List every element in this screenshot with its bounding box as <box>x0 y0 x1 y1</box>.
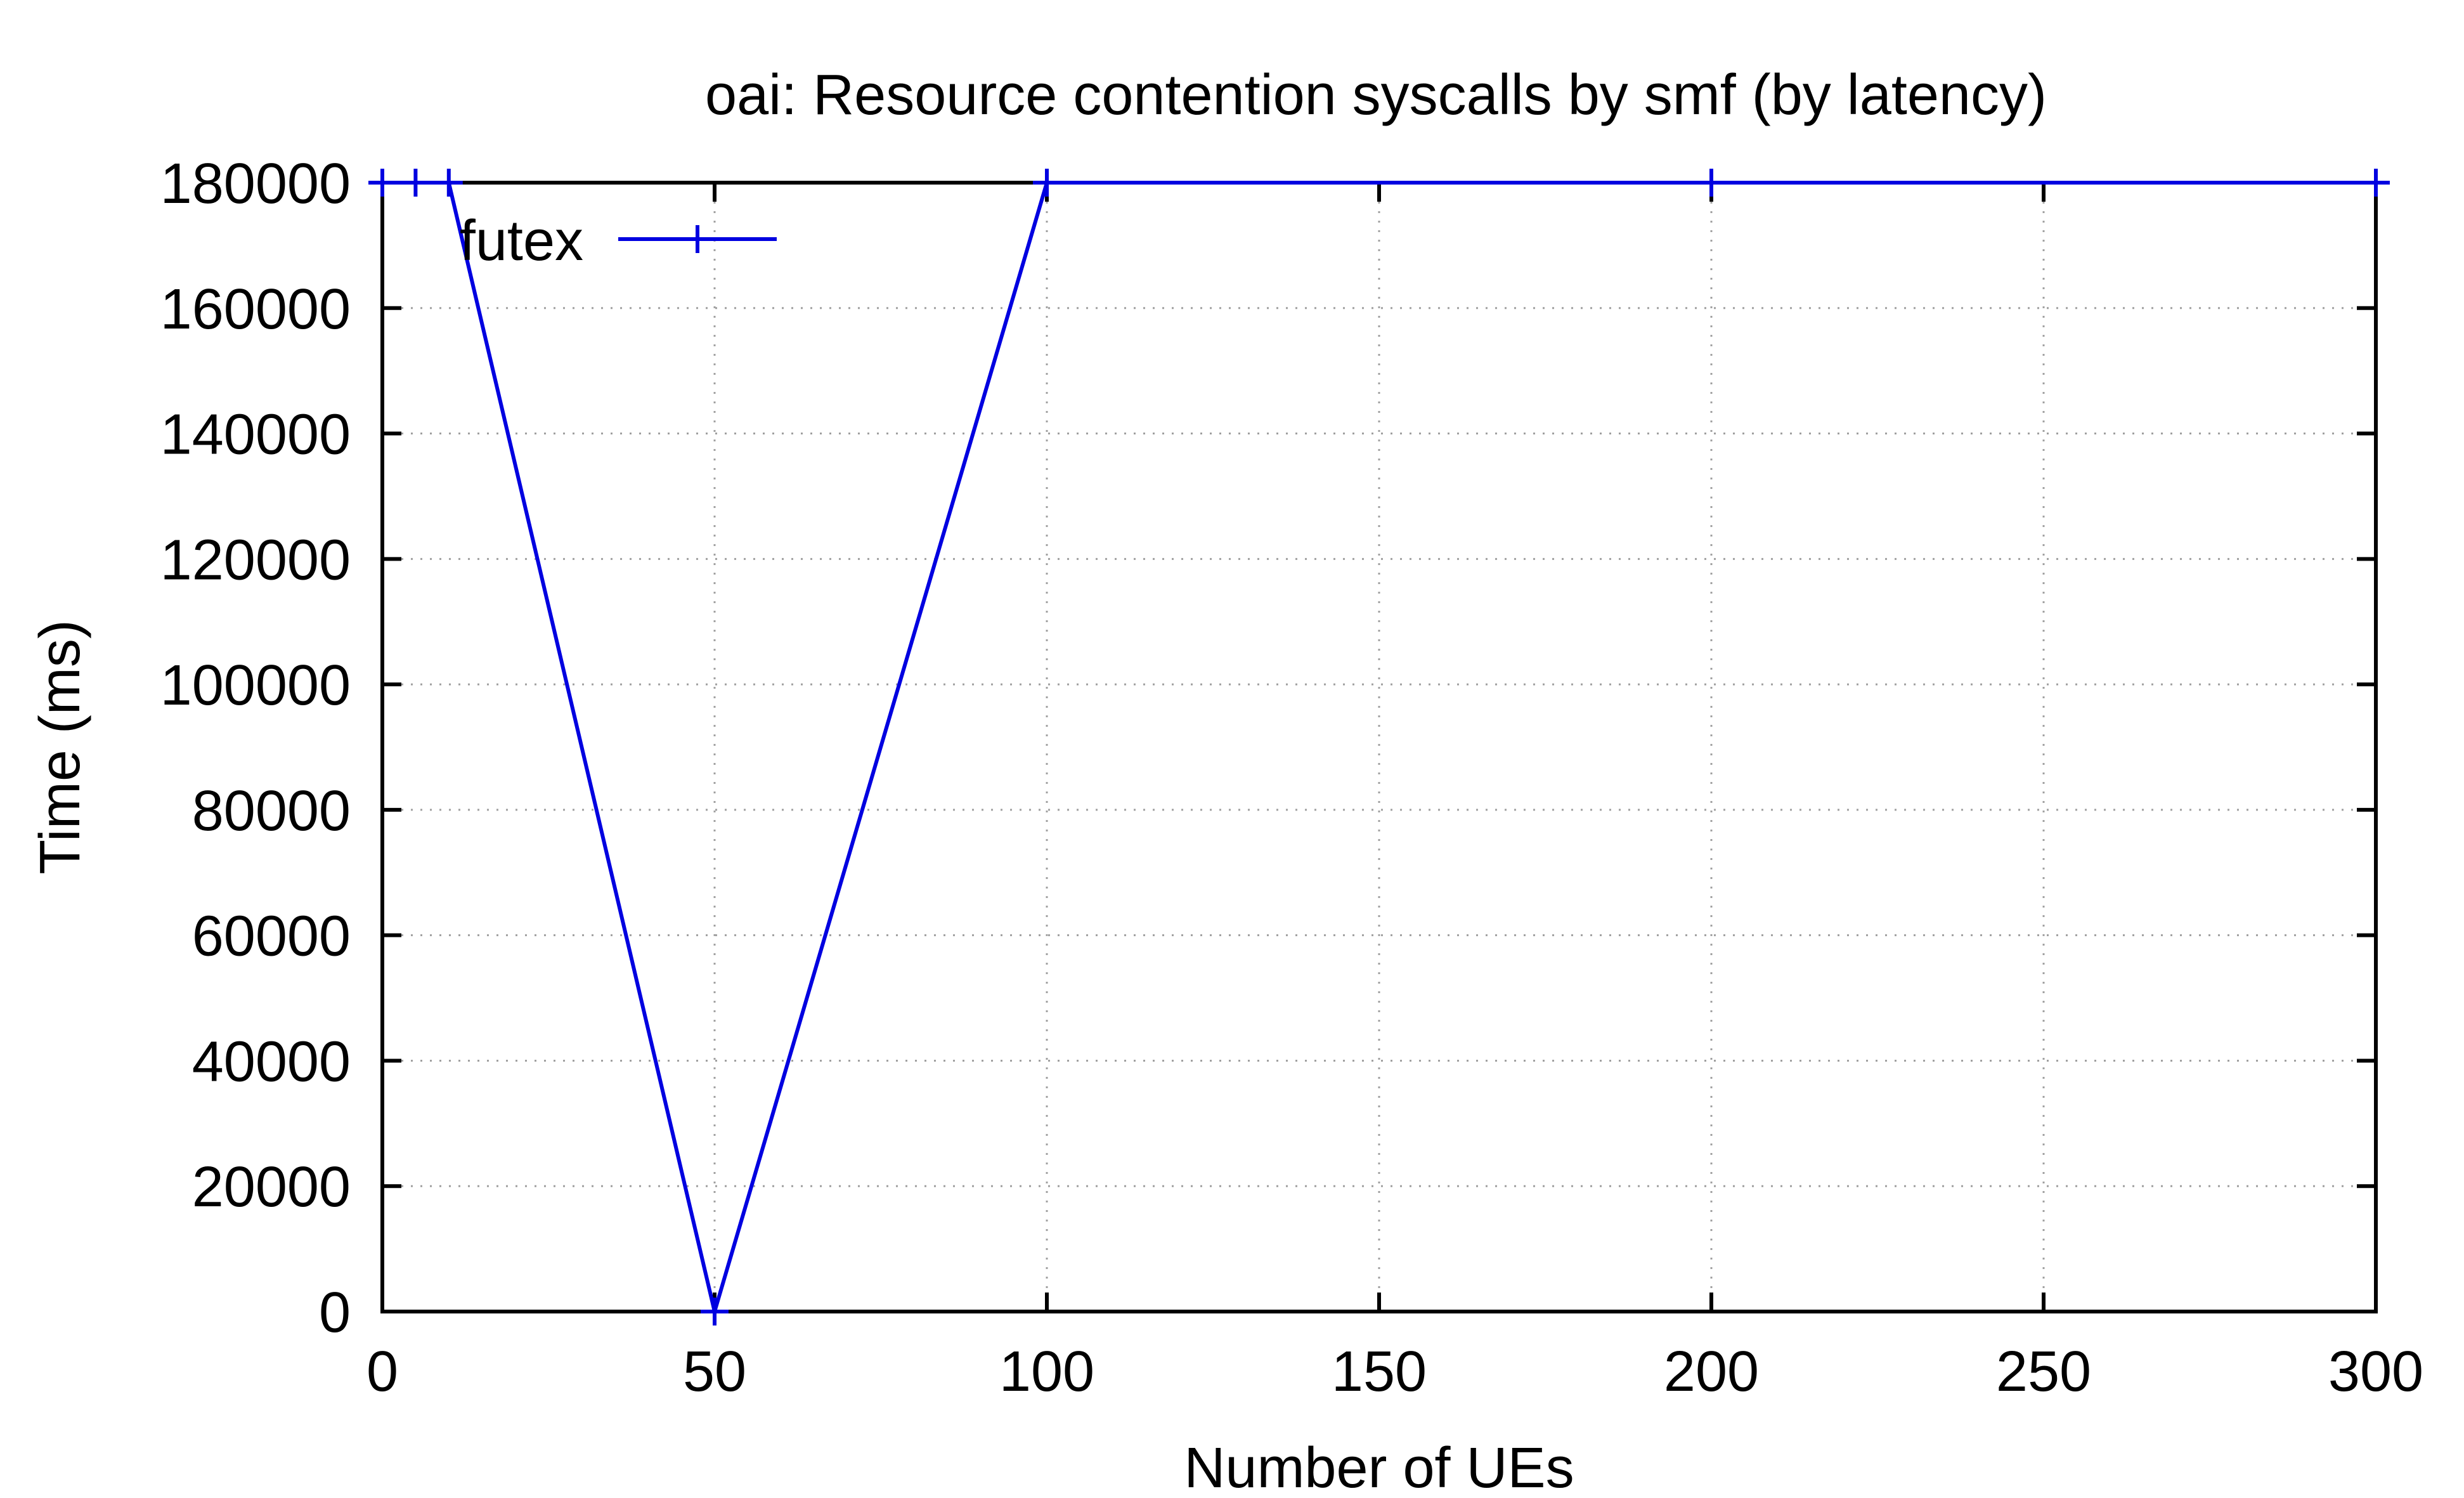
x-tick-label: 150 <box>1332 1340 1427 1404</box>
data-point-futex <box>1697 169 1725 197</box>
y-tick-label: 180000 <box>160 152 351 216</box>
y-tick-label: 40000 <box>192 1030 351 1093</box>
data-point-futex <box>2362 169 2390 197</box>
y-tick-label: 60000 <box>192 905 351 968</box>
series-layer <box>368 169 2390 1325</box>
y-tick-label: 20000 <box>192 1156 351 1219</box>
x-axis-label: Number of UEs <box>1184 1436 1574 1498</box>
chart-title: oai: Resource contention syscalls by smf… <box>705 63 2047 127</box>
legend-label-futex: futex <box>460 209 583 273</box>
x-tick-label: 0 <box>366 1340 398 1404</box>
data-point-futex <box>401 169 430 197</box>
legend: futex <box>460 209 777 273</box>
y-tick-label: 120000 <box>160 528 351 592</box>
data-point-futex <box>434 169 463 197</box>
x-tick-label: 200 <box>1664 1340 1759 1404</box>
y-axis-label: Time (ms) <box>29 620 92 875</box>
data-point-futex <box>368 169 396 197</box>
y-tick-label: 0 <box>319 1281 351 1345</box>
x-tick-label: 100 <box>999 1340 1094 1404</box>
x-tick-label: 250 <box>1996 1340 2091 1404</box>
data-point-futex <box>701 1298 729 1325</box>
y-tick-label: 140000 <box>160 403 351 467</box>
y-axis-tick-labels: 0 20000 40000 60000 80000 100000 120000 140000 1… <box>160 152 351 1345</box>
legend-marker-futex <box>684 225 711 253</box>
data-point-futex <box>1033 169 1061 197</box>
y-tick-label: 80000 <box>192 779 351 843</box>
x-tick-label: 50 <box>683 1340 746 1404</box>
x-axis-tick-labels: 0 50 100 150 200 250 300 <box>366 1340 2423 1404</box>
y-tick-label: 100000 <box>160 654 351 717</box>
y-tick-label: 160000 <box>160 278 351 341</box>
x-tick-label: 300 <box>2328 1340 2423 1404</box>
